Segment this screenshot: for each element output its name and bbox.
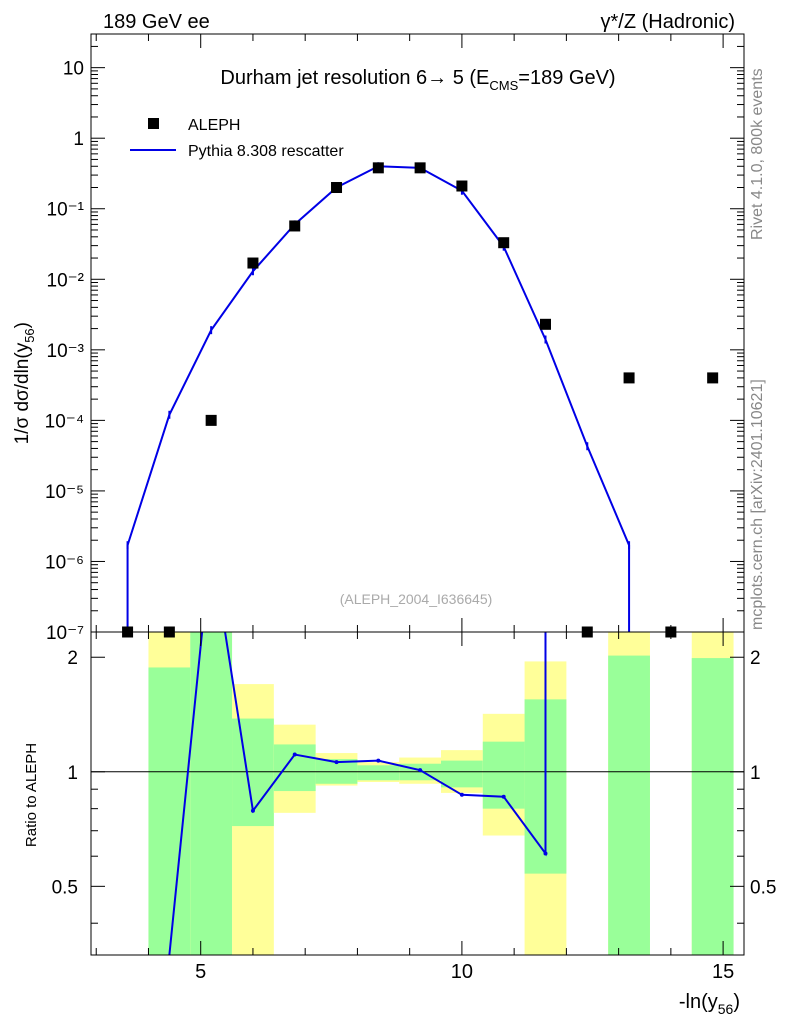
x-tick-label-15: 15 — [712, 961, 734, 983]
ratio-y-axis-label: Ratio to ALEPH — [23, 743, 40, 847]
aleph-point-9 — [498, 237, 510, 249]
main-ytick-label-0: 10 — [63, 59, 84, 80]
axis-ticks — [91, 33, 744, 955]
analysis-watermark: (ALEPH_2004_I636645) — [340, 591, 493, 607]
ratio-ytick-label-right-2: 2 — [750, 648, 761, 669]
main-ytick-label-8: 10⁻⁷ — [46, 623, 84, 644]
ratio-point-9 — [543, 851, 548, 856]
aleph-point-3 — [247, 257, 259, 269]
legend-mc-label: Pythia 8.308 rescatter — [188, 143, 344, 160]
main-ytick-label-2: 10⁻¹ — [47, 200, 85, 221]
ratio-point-5 — [376, 758, 381, 763]
ratio-point-6 — [418, 768, 423, 773]
mcplots-label: mcplots.cern.ch [arXiv:2401.10621] — [749, 379, 766, 630]
ratio-point-2 — [250, 808, 255, 813]
ratio-point-8 — [501, 794, 506, 799]
main-y-axis-label: 1/σ dσ/dln(y56) — [12, 322, 37, 444]
main-ytick-label-1: 1 — [73, 129, 84, 150]
aleph-point-14 — [707, 372, 719, 384]
ratio-band-inner-8 — [441, 760, 483, 788]
ratio-point-7 — [459, 792, 464, 797]
aleph-point-6 — [372, 162, 384, 174]
ratio-curve — [168, 632, 548, 955]
main-ytick-label-4: 10⁻³ — [47, 341, 85, 362]
ratio-band-inner-14 — [691, 658, 734, 955]
ratio-ytick-label-right-1: 1 — [750, 763, 761, 784]
aleph-point-8 — [456, 180, 468, 192]
ratio-uncertainty-bands — [148, 632, 734, 955]
ratio-band-inner-6 — [357, 765, 400, 781]
plot-frames — [90, 33, 745, 956]
x-tick-label-10: 10 — [451, 961, 473, 983]
ratio-band-inner-12 — [608, 655, 650, 955]
chart-title: Durham jet resolution 6→ 5 (ECMS=189 GeV… — [220, 67, 615, 93]
aleph-point-2 — [205, 414, 217, 426]
legend-aleph-label: ALEPH — [188, 117, 240, 134]
main-ytick-label-5: 10⁻⁴ — [45, 411, 84, 432]
legend: ALEPH Pythia 8.308 rescatter — [130, 117, 344, 160]
header-right: γ*/Z (Hadronic) — [601, 11, 735, 33]
mc-series-line — [126, 162, 631, 632]
ratio-ytick-label-left-0: 0.5 — [52, 877, 78, 898]
ratio-point-4 — [334, 760, 339, 765]
x-tick-label-5: 5 — [195, 961, 206, 983]
axis-tick-labels: 5 10 15 10 1 10⁻¹ 10⁻² 10⁻³ 10⁻⁴ 10⁻⁵ 10⁻⁶ 10⁻⁷ 0.5 0… — [45, 59, 777, 983]
ratio-frame — [90, 631, 745, 956]
x-axis-label: -ln(y56) — [679, 991, 740, 1017]
mc-curve — [126, 165, 631, 632]
ratio-ytick-label-right-0: 0.5 — [750, 877, 776, 898]
ratio-ytick-label-left-1: 1 — [67, 763, 78, 784]
aleph-point-10 — [539, 318, 551, 330]
main-ytick-label-3: 10⁻² — [47, 270, 85, 291]
main-ytick-label-7: 10⁻⁶ — [45, 552, 84, 573]
aleph-point-5 — [331, 182, 343, 194]
header-left: 189 GeV ee — [103, 11, 210, 33]
rivet-version-label: Rivet 4.1.0, 800k events — [749, 68, 766, 240]
aleph-point-12 — [623, 372, 635, 384]
aleph-point-7 — [414, 162, 426, 174]
ratio-point-3 — [292, 752, 297, 757]
main-ytick-label-6: 10⁻⁵ — [45, 482, 84, 503]
aleph-point-4 — [289, 220, 301, 232]
ratio-band-inner-4 — [273, 744, 316, 792]
legend-aleph-marker — [148, 118, 159, 129]
ratio-ytick-label-left-2: 2 — [67, 648, 78, 669]
